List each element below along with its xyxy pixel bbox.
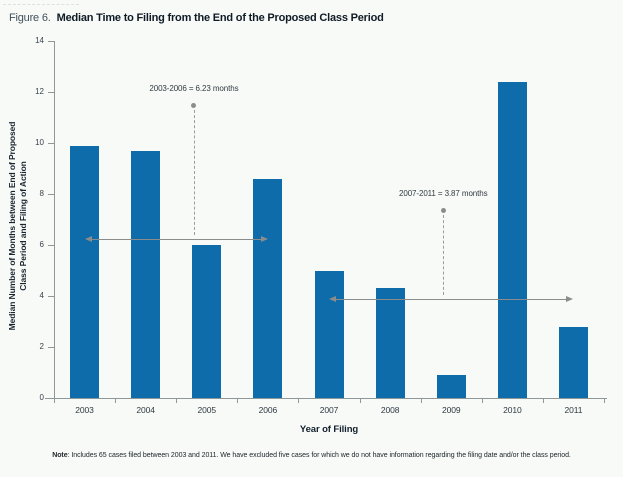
x-axis-title: Year of Filing xyxy=(299,424,359,435)
y-axis-tick-label: 0 xyxy=(39,393,44,402)
annotation-1-label: 2003-2006 = 6.23 months xyxy=(149,84,239,93)
annotation-2-arrowhead-left xyxy=(329,296,336,303)
figure-number: Figure 6. xyxy=(9,12,51,24)
y-axis-title-line-1: Median Number of Months between End of P… xyxy=(7,121,17,331)
annotation-1-dashed-pointer xyxy=(193,110,195,236)
y-axis-tick xyxy=(48,41,54,42)
y-axis-tick xyxy=(48,143,54,144)
bar-2007 xyxy=(314,270,344,398)
x-axis-category-label: 2009 xyxy=(441,405,461,415)
annotation-2-dot xyxy=(440,208,446,213)
x-axis-category-label: 2006 xyxy=(258,405,278,415)
x-axis-tick xyxy=(481,398,483,403)
x-axis-tick xyxy=(298,398,300,403)
bar-2011 xyxy=(558,326,588,398)
annotation-2-span-line xyxy=(335,299,568,301)
x-axis-tick xyxy=(237,398,239,403)
y-axis-tick xyxy=(48,92,54,93)
x-axis-tick xyxy=(115,398,117,403)
y-axis-tick-label: 12 xyxy=(35,87,44,96)
annotation-1-arrowhead-left xyxy=(84,236,92,243)
y-axis-tick-label: 8 xyxy=(39,189,44,198)
bar-2005 xyxy=(192,245,222,398)
x-axis-category-label: 2007 xyxy=(319,405,339,415)
x-axis-category-label: 2003 xyxy=(75,405,94,415)
x-axis-category-label: 2005 xyxy=(197,405,217,415)
footnote-text: : Includes 65 cases filed between 2003 a… xyxy=(67,452,571,459)
x-axis-category-label: 2008 xyxy=(380,405,400,415)
y-axis-title: Median Number of Months between End of P… xyxy=(7,46,31,406)
bar-2003 xyxy=(70,145,100,398)
bar-2004 xyxy=(131,150,161,398)
y-axis-tick-label: 10 xyxy=(35,138,44,147)
x-axis-tick xyxy=(176,398,178,403)
y-axis-tick-label: 4 xyxy=(39,291,44,300)
x-axis-tick xyxy=(542,398,544,403)
y-axis-title-line-2: Class Period and Filing of Action xyxy=(18,161,28,291)
y-axis-tick-label: 2 xyxy=(39,342,44,351)
y-axis-tick xyxy=(48,245,54,246)
y-axis-tick-label: 6 xyxy=(39,240,44,249)
footnote-label: Note xyxy=(52,452,68,459)
top-edge-rule xyxy=(3,4,79,5)
annotation-1-arrowhead-right xyxy=(260,236,268,243)
x-axis-tick xyxy=(604,398,605,403)
bar-2010 xyxy=(497,81,527,398)
annotation-1-dot xyxy=(191,103,197,108)
x-axis-category-label: 2010 xyxy=(503,405,522,415)
x-axis-category-label: 2011 xyxy=(564,405,583,415)
annotation-1-span-line xyxy=(90,239,262,241)
x-axis-tick xyxy=(54,398,55,403)
y-axis-tick xyxy=(48,398,54,399)
figure-title: Median Time to Filing from the End of th… xyxy=(56,12,384,24)
annotation-2-arrowhead-right xyxy=(566,296,574,303)
x-axis-line xyxy=(45,398,607,399)
bar-2006 xyxy=(253,178,283,398)
x-axis-tick xyxy=(359,398,361,403)
y-axis-tick xyxy=(48,347,54,348)
y-axis-tick xyxy=(48,194,54,195)
bar-2009 xyxy=(436,375,466,398)
bar-2008 xyxy=(375,288,405,398)
x-axis-category-label: 2004 xyxy=(136,405,155,415)
annotation-2-dashed-pointer xyxy=(443,215,445,296)
annotation-2-label: 2007-2011 = 3.87 months xyxy=(399,189,488,198)
y-axis-tick xyxy=(48,296,54,297)
x-axis-tick xyxy=(420,398,422,403)
footnote: Note: Includes 65 cases filed between 20… xyxy=(52,452,571,459)
y-axis-tick-label: 14 xyxy=(35,36,44,45)
figure-heading: Figure 6. Median Time to Filing from the … xyxy=(9,8,384,26)
y-axis-line xyxy=(54,41,55,398)
